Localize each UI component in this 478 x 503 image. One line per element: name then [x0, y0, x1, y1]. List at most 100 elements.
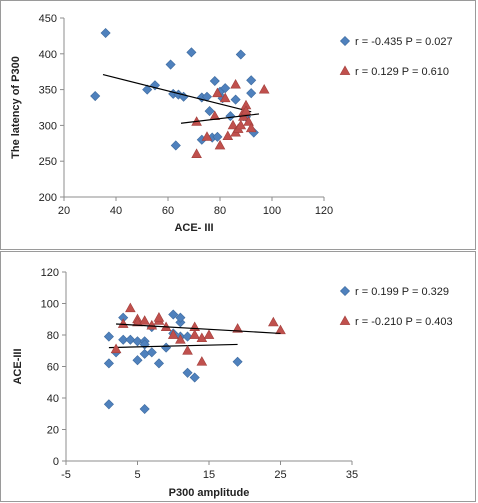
data-point-diamond: [132, 336, 143, 347]
data-point-triangle: [232, 323, 243, 333]
data-point-triangle: [227, 119, 239, 130]
data-point-diamond: [149, 80, 161, 91]
data-point-triangle: [268, 316, 279, 327]
chart-panel-amplitude: 0 20 40 60 80 100 120 -5 5 15 25 35 P300 amplitude AC…: [0, 251, 476, 502]
data-point-triangle: [212, 87, 223, 98]
data-point-diamond: [132, 355, 143, 366]
data-point-diamond: [230, 94, 241, 105]
data-point-triangle: [235, 119, 247, 130]
data-point-diamond: [182, 367, 193, 378]
x-tick-label: -5: [61, 469, 71, 481]
data-point-triangle: [191, 148, 202, 158]
data-point-diamond: [201, 91, 213, 102]
x-tick-label: 35: [346, 469, 358, 481]
data-point-triangle: [189, 329, 201, 339]
legend-label: r = -0.210 P = 0.403: [355, 316, 453, 328]
data-point-diamond: [212, 131, 223, 142]
data-point-triangle: [182, 345, 193, 355]
data-point-triangle: [203, 329, 215, 339]
scatter-chart-amplitude: 0 20 40 60 80 100 120 -5 5 15 25 35 P300 amplitude AC…: [12, 267, 453, 499]
legend-marker-diamond: [339, 35, 351, 47]
data-point-triangle: [153, 312, 165, 322]
data-point-diamond: [225, 111, 236, 122]
y-axis-title: The latency of P300: [10, 56, 22, 159]
data-point-triangle: [196, 332, 208, 343]
legend-label: r = 0.129 P = 0.610: [355, 66, 449, 78]
x-tick-label: 40: [110, 205, 122, 217]
data-point-triangle: [125, 302, 136, 313]
data-point-diamond: [175, 312, 186, 323]
data-point-triangle: [275, 324, 286, 335]
data-point-diamond: [189, 372, 200, 383]
data-point-diamond: [103, 358, 114, 369]
y-tick-label: 60: [47, 362, 59, 374]
x-tick-label: 25: [274, 469, 286, 481]
data-point-triangle: [117, 318, 129, 328]
data-point-diamond: [246, 88, 257, 99]
y-tick-label: 450: [39, 13, 57, 25]
data-point-triangle: [214, 139, 226, 150]
data-point-triangle: [258, 83, 270, 94]
data-point-diamond: [139, 348, 150, 359]
data-point-diamond: [118, 334, 129, 345]
data-point-diamond: [125, 334, 136, 345]
data-point-diamond: [209, 75, 220, 87]
data-point-triangle: [240, 105, 252, 115]
chart-panel-latency: 200 250 300 350 400 450 20 40 60 80 100 120 ACE- III…: [0, 0, 476, 250]
scatter-chart-latency: 200 250 300 350 400 450 20 40 60 80 100 120 ACE- III…: [10, 13, 453, 234]
data-point-diamond: [168, 309, 179, 320]
data-point-triangle: [230, 78, 241, 89]
y-tick-label: 350: [39, 85, 57, 97]
data-point-diamond: [235, 49, 246, 60]
x-tick-label: 20: [58, 205, 70, 217]
y-tick-label: 0: [53, 456, 59, 468]
y-tick-label: 400: [39, 49, 57, 61]
y-tick-label: 100: [41, 299, 59, 311]
data-point-diamond: [103, 331, 114, 342]
x-tick-label: 5: [134, 469, 140, 481]
y-tick-label: 80: [47, 330, 59, 342]
x-tick-label: 15: [203, 469, 215, 481]
x-tick-label: 100: [263, 205, 281, 217]
data-point-triangle: [167, 329, 179, 339]
data-point-diamond: [165, 59, 176, 70]
x-axis-title: ACE- III: [174, 222, 213, 234]
data-point-triangle: [222, 130, 234, 141]
data-point-diamond: [90, 91, 101, 102]
x-tick-label: 120: [315, 205, 333, 217]
data-point-triangle: [175, 334, 186, 344]
data-point-triangle: [245, 122, 257, 133]
data-point-triangle: [196, 356, 208, 366]
legend-label: r = -0.435 P = 0.027: [355, 36, 453, 48]
series-2: [110, 302, 286, 366]
data-point-diamond: [232, 356, 243, 367]
y-tick-label: 250: [39, 156, 57, 168]
data-point-diamond: [170, 140, 181, 151]
y-tick-label: 20: [47, 425, 59, 437]
data-point-diamond: [146, 347, 157, 358]
trendline-1: [108, 343, 238, 349]
data-point-triangle: [146, 319, 158, 330]
data-point-triangle: [139, 315, 150, 325]
y-axis-title: ACE-III: [12, 348, 24, 384]
trendline-2: [116, 323, 281, 335]
data-point-diamond: [139, 404, 150, 415]
data-point-diamond: [100, 28, 111, 39]
data-point-diamond: [161, 342, 172, 353]
legend-label: r = 0.199 P = 0.329: [355, 286, 449, 298]
y-tick-label: 120: [41, 267, 59, 279]
trendline-2: [180, 113, 260, 124]
trendline-1: [102, 73, 252, 113]
data-point-diamond: [246, 75, 257, 86]
x-axis-title: P300 amplitude: [169, 487, 250, 499]
legend-marker-triangle: [339, 65, 351, 75]
data-point-diamond: [186, 47, 197, 58]
x-tick-label: 80: [214, 205, 226, 217]
data-point-diamond: [103, 399, 114, 410]
data-point-triangle: [201, 131, 213, 141]
legend-marker-triangle: [339, 315, 351, 325]
data-point-diamond: [204, 106, 215, 117]
data-point-diamond: [153, 358, 164, 369]
x-tick-label: 60: [162, 205, 174, 217]
